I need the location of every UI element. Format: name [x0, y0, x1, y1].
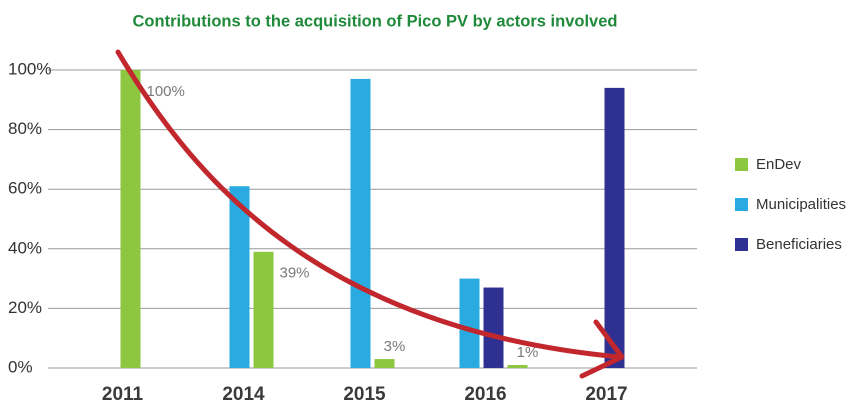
bar	[507, 365, 528, 368]
bar	[604, 87, 625, 368]
bar	[350, 78, 371, 368]
x-tick-label: 2014	[222, 384, 265, 405]
y-tick-label: 60%	[8, 179, 42, 198]
data-label: 39%	[280, 265, 310, 282]
bar	[374, 359, 395, 368]
arrow-curve	[115, 49, 623, 360]
bar	[483, 287, 504, 368]
y-tick-label: 40%	[8, 238, 42, 257]
y-tick-label: 100%	[8, 59, 51, 78]
legend-swatch	[735, 198, 748, 211]
data-label: 1%	[517, 344, 539, 361]
y-tick-label: 20%	[8, 298, 42, 317]
bar	[253, 251, 274, 368]
x-tick-label: 2016	[464, 384, 506, 405]
data-label: 3%	[384, 338, 406, 355]
legend-label: Municipalities	[756, 196, 846, 213]
bar	[459, 278, 480, 368]
legend-label: Beneficiaries	[756, 236, 842, 253]
legend-swatch	[735, 238, 748, 251]
bar	[120, 70, 141, 368]
x-tick-label: 2015	[343, 384, 386, 405]
chart-title: Contributions to the acquisition of Pico…	[133, 12, 618, 30]
y-tick-label: 0%	[8, 357, 33, 376]
trend-arrow	[115, 49, 625, 379]
legend-swatch	[735, 158, 748, 171]
legend-label: EnDev	[756, 156, 802, 173]
arrow-head	[579, 319, 625, 379]
x-tick-label: 2011	[102, 384, 144, 405]
x-tick-label: 2017	[585, 384, 627, 405]
bar	[229, 186, 250, 368]
data-label: 100%	[147, 83, 185, 100]
y-tick-label: 80%	[8, 119, 42, 138]
